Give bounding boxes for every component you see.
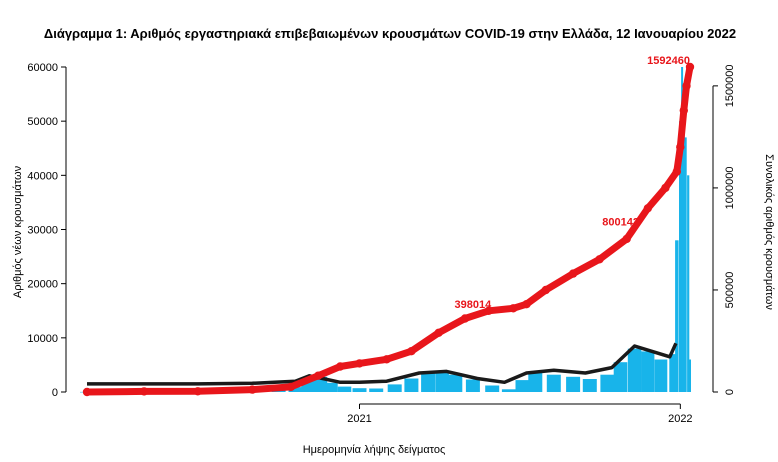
moving-average-series [87, 342, 678, 386]
y-right-tick-label: 500000 [724, 272, 736, 309]
cumulative-line [83, 63, 694, 396]
daily-cases-bar [369, 388, 384, 392]
y-axis-left-label: Αριθμός νέων κρουσμάτων [12, 165, 24, 298]
y-left-tick-label: 60000 [27, 62, 58, 74]
daily-cases-bar [689, 359, 691, 392]
y-right-tick-label: 0 [724, 389, 736, 395]
daily-cases-bar [421, 373, 436, 392]
cumulative-point [434, 328, 443, 337]
x-tick-label: 2021 [347, 413, 371, 425]
daily-cases-bar [515, 380, 529, 392]
value-annotation: 800142 [602, 217, 639, 229]
x-axis-label: Ημερομηνία λήψης δείγματος [303, 444, 446, 456]
daily-cases-bar [501, 389, 516, 392]
y-left-tick-label: 10000 [27, 333, 58, 345]
daily-cases-bar [675, 240, 679, 392]
daily-cases-bar [352, 388, 367, 392]
daily-cases-bar [566, 376, 581, 392]
y-left-tick-label: 30000 [27, 225, 58, 237]
cumulative-point [193, 387, 202, 396]
daily-cases-bar [600, 374, 615, 392]
daily-cases-bar [448, 374, 463, 392]
cumulative-point [286, 382, 296, 392]
value-annotation: 1592460 [647, 55, 690, 67]
daily-cases-bar [337, 386, 352, 392]
cumulative-point [679, 106, 688, 115]
daily-cases-bar [528, 373, 543, 392]
daily-cases-bar [681, 67, 684, 392]
daily-cases-bar [318, 376, 328, 392]
y-left-tick-label: 50000 [27, 116, 58, 128]
cumulative-point [314, 371, 323, 380]
daily-cases-bar [687, 175, 690, 392]
cumulative-point [407, 347, 416, 356]
cumulative-point [139, 387, 149, 396]
cumulative-point [82, 387, 92, 397]
cumulative-point [643, 204, 652, 213]
cumulative-point [382, 355, 391, 364]
cumulative-point [676, 142, 685, 152]
daily-cases-bar [435, 372, 449, 392]
cumulative-point [522, 300, 531, 309]
daily-cases-bar [684, 137, 687, 392]
daily-cases-bar [669, 354, 678, 392]
y-left-tick-label: 40000 [27, 170, 58, 182]
cumulative-point [685, 62, 695, 72]
daily-cases-bar [682, 110, 685, 393]
cumulative-point [484, 306, 493, 315]
y-left-tick-label: 20000 [27, 279, 58, 291]
cumulative-point [595, 255, 604, 264]
daily-cases-bar [309, 374, 318, 392]
daily-cases-bar [465, 379, 480, 392]
daily-cases-bar [288, 387, 303, 392]
daily-cases-bar [546, 374, 561, 392]
daily-cases-bar [301, 380, 311, 392]
daily-cases-bars [80, 67, 691, 393]
cumulative-point [622, 234, 631, 244]
cumulative-point [355, 359, 364, 368]
y-left-tick-label: 0 [52, 387, 58, 399]
daily-cases-bar [582, 379, 597, 392]
chart-title: Διάγραμμα 1: Αριθμός εργαστηριακά επιβεβ… [44, 26, 736, 41]
cumulative-point [460, 314, 470, 323]
cumulative-point [248, 385, 257, 394]
chart-annotations: 398014 800142 1592460 [455, 55, 690, 311]
daily-cases-bar [404, 378, 419, 392]
value-annotation: 398014 [455, 299, 493, 311]
y-axis-right-label: Συνολικός αριθμός κρουσμάτων [763, 154, 775, 310]
cumulative-point [661, 183, 670, 193]
daily-cases-bar [387, 384, 402, 392]
y-right-tick-label: 1500000 [724, 64, 736, 107]
cumulative-point [682, 81, 691, 91]
cumulative-point [672, 167, 681, 176]
daily-cases-bar [485, 385, 500, 392]
moving-average-line [87, 342, 678, 386]
cumulative-point [541, 285, 550, 295]
y-right-tick-label: 1000000 [724, 166, 736, 209]
daily-cases-bar [679, 121, 682, 392]
cumulative-point [568, 269, 578, 278]
daily-cases-bar [654, 359, 668, 392]
daily-cases-bar [326, 382, 338, 392]
daily-cases-bar [613, 362, 628, 392]
cumulative-point [336, 362, 345, 371]
cumulative-point [509, 304, 518, 313]
chart-axes: 0 10000 20000 30000 40000 50000 60000 0 500000 10… [27, 62, 736, 425]
daily-cases-bar [641, 351, 655, 392]
x-tick-label: 2022 [668, 413, 692, 425]
cumulative-series [82, 62, 695, 397]
daily-cases-bar [627, 348, 642, 392]
